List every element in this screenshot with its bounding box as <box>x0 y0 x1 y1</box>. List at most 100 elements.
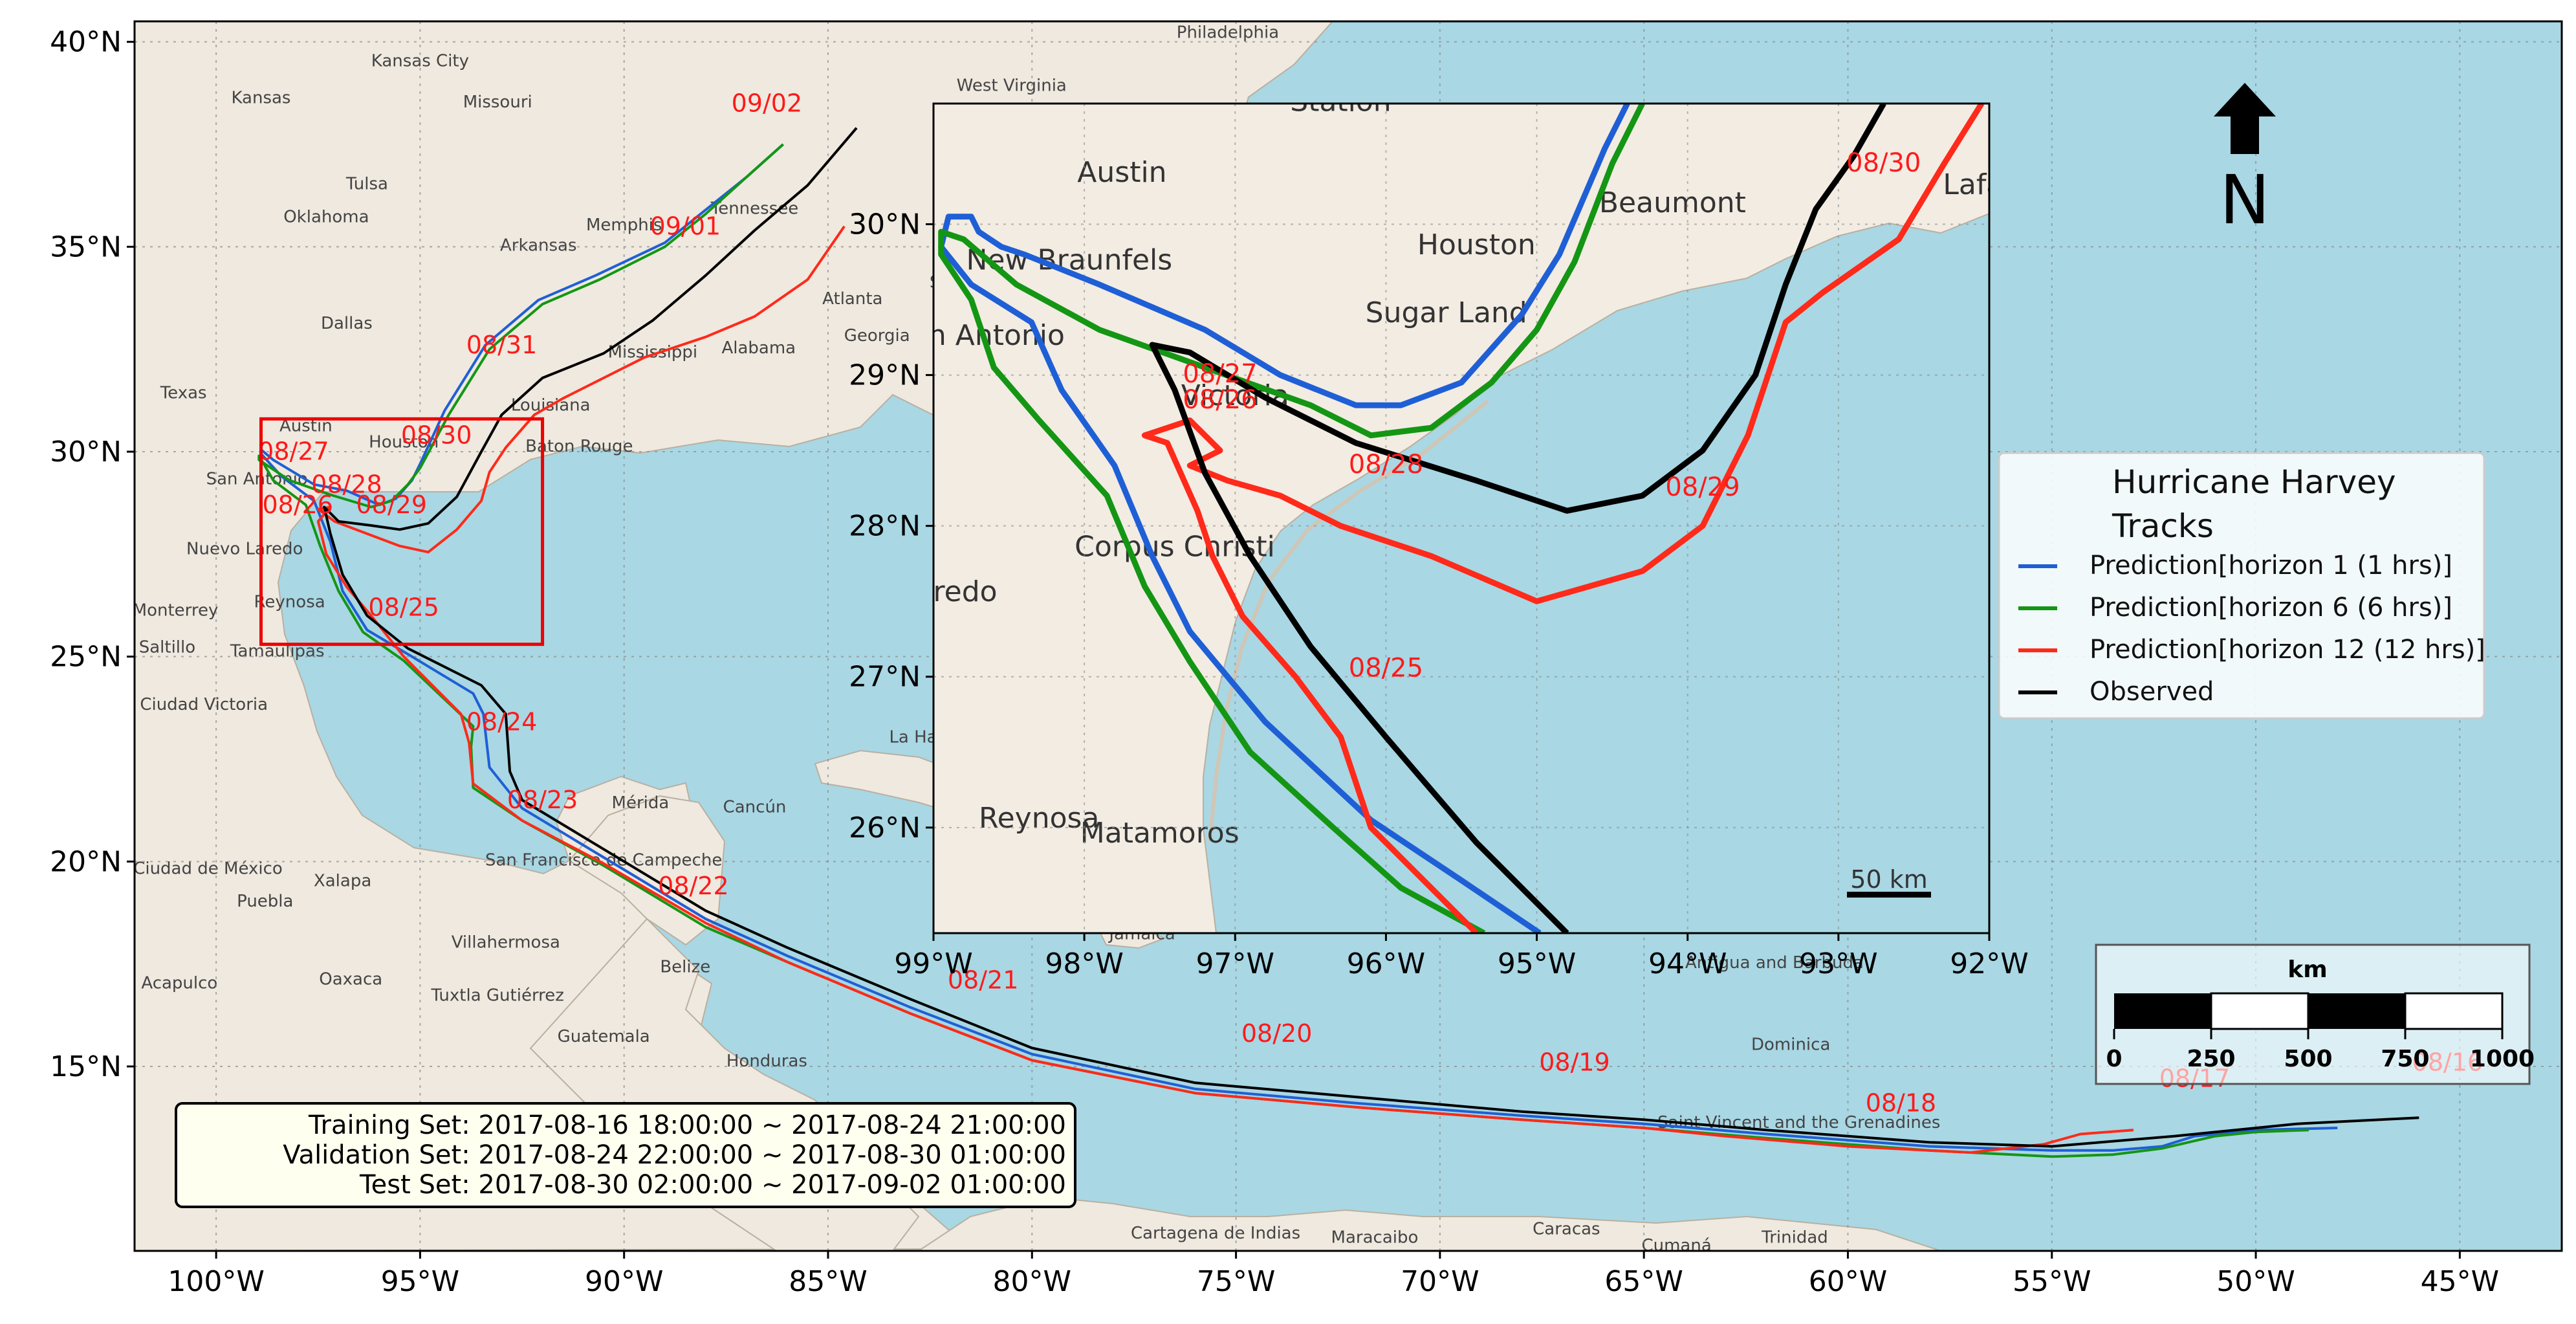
map-place-label: Antigua and Barbuda <box>1685 953 1864 973</box>
dataset-info-box: Training Set: 2017-08-16 18:00:00 ~ 2017… <box>175 1102 1076 1208</box>
inset-place-label: Matamoros <box>1080 817 1239 850</box>
lon-tick-label: 65°W <box>1604 1265 1683 1298</box>
scale-bar-tick-label: 1000 <box>2470 1046 2535 1072</box>
scale-bar-unit: km <box>2287 956 2327 983</box>
inset-lat-tick-label: 27°N <box>849 661 921 694</box>
distance-scale-bar: km 0 250 500 750 1000 <box>2095 943 2535 1085</box>
inset-place-label: Reynosa <box>979 802 1099 835</box>
map-place-label: San Francisco de Campeche <box>485 851 722 870</box>
inset-lon-tick-label: 92°W <box>1950 947 2029 980</box>
info-training-set: Training Set: 2017-08-16 18:00:00 ~ 2017… <box>308 1110 1066 1140</box>
date-label: 08/25 <box>368 593 439 621</box>
inset-place-label: Houston <box>1417 228 1536 261</box>
lon-tick-label: 75°W <box>1197 1265 1276 1298</box>
inset-lon-tick-label: 93°W <box>1799 947 1878 980</box>
inset-date-label: 08/28 <box>1349 450 1423 480</box>
map-place-label: Dominica <box>1751 1035 1830 1055</box>
track-line <box>316 225 2134 1154</box>
inset-place-label: Austin <box>1077 156 1166 189</box>
lat-tick-label: 15°N <box>50 1050 122 1083</box>
lat-tick-label: 20°N <box>50 845 122 878</box>
info-validation-set: Validation Set: 2017-08-24 22:00:00 ~ 20… <box>283 1140 1066 1170</box>
inset-lat-tick-label: 29°N <box>849 359 921 392</box>
map-place-label: Atlanta <box>822 289 882 309</box>
lat-tick-label: 35°N <box>50 230 122 263</box>
legend-title-line2: Tracks <box>2112 507 2214 545</box>
inset-lon-tick-label: 94°W <box>1648 947 1727 980</box>
map-place-label: Oaxaca <box>319 969 382 989</box>
inset-lat-tick-label: 26°N <box>849 811 921 844</box>
inset-lon-tick-label: 95°W <box>1498 947 1577 980</box>
map-place-label: Dallas <box>321 314 373 333</box>
legend-entry-label: Observed <box>2090 677 2214 707</box>
map-place-label: Monterrey <box>133 601 219 620</box>
lon-tick-label: 90°W <box>585 1265 664 1298</box>
lon-tick-label: 50°W <box>2216 1265 2295 1298</box>
map-place-label: San Antonio <box>206 470 308 489</box>
lat-tick-label: 30°N <box>50 436 122 469</box>
map-place-label: West Virginia <box>957 76 1067 96</box>
date-label: 08/19 <box>1539 1048 1610 1076</box>
lon-tick-label: 55°W <box>2013 1265 2091 1298</box>
map-place-label: Kansas <box>231 89 290 108</box>
inset-scale-bar-label: 50 km <box>1850 865 1927 894</box>
scale-bar-tick-label: 750 <box>2381 1046 2429 1072</box>
map-place-label: Oklahoma <box>283 207 369 226</box>
inset-date-label: 08/25 <box>1349 654 1423 683</box>
date-label: 08/31 <box>466 331 538 359</box>
inset-lon-tick-label: 96°W <box>1347 947 1426 980</box>
lon-tick-label: 85°W <box>789 1265 868 1298</box>
legend-entry-label: Prediction[horizon 1 (1 hrs)] <box>2090 551 2452 580</box>
date-label: 08/20 <box>1241 1019 1313 1048</box>
inset-track-line <box>938 104 1645 933</box>
map-place-label: Tuxtla Gutiérrez <box>430 986 563 1006</box>
inset-zoom-box <box>259 417 545 646</box>
inset-place-label: Sugar Land <box>1366 296 1527 329</box>
inset-date-label: 08/26 <box>1183 385 1257 415</box>
lon-tick-label: 60°W <box>1809 1265 1888 1298</box>
map-place-label: Ciudad Victoria <box>140 695 268 714</box>
legend-title-line1: Hurricane Harvey <box>2112 463 2396 501</box>
inset-place-label: Station <box>1290 85 1391 118</box>
scale-bar-tick-label: 500 <box>2284 1046 2332 1072</box>
inset-lon-tick-label: 97°W <box>1196 947 1275 980</box>
main-map-frame <box>133 20 2563 1252</box>
inset-lat-tick-label: 30°N <box>849 208 921 241</box>
map-place-label: Villahermosa <box>452 932 560 952</box>
date-label: 08/24 <box>466 708 538 736</box>
inset-date-label: 08/29 <box>1665 472 1740 502</box>
lon-tick-label: 70°W <box>1401 1265 1479 1298</box>
date-label: 08/27 <box>258 437 329 466</box>
date-label: 08/23 <box>507 786 578 814</box>
legend-box <box>1998 452 2485 720</box>
map-place-label: Trinidad <box>1761 1228 1828 1247</box>
legend-entry-label: Prediction[horizon 6 (6 hrs)] <box>2090 593 2452 623</box>
inset-track-line <box>1141 104 1985 933</box>
info-box-background <box>175 1102 1076 1208</box>
lon-tick-label: 100°W <box>168 1265 265 1298</box>
inset-land <box>933 104 1989 933</box>
north-arrow-icon <box>2214 83 2276 154</box>
scale-bar-tick-label: 250 <box>2187 1046 2235 1072</box>
lat-tick-label: 25°N <box>50 641 122 674</box>
map-place-label: Guatemala <box>558 1027 650 1046</box>
legend-entries: Prediction[horizon 1 (1 hrs)] Prediction[… <box>2018 551 2485 707</box>
map-place-label: Arkansas <box>500 236 577 256</box>
scale-bar-tick-label: 0 <box>2106 1046 2122 1072</box>
map-place-label: Nuevo Laredo <box>186 539 303 558</box>
map-place-label: Reynosa <box>254 593 325 612</box>
inset-lon-tick-label: 99°W <box>894 947 973 980</box>
map-place-label: Tennessee <box>710 199 799 219</box>
map-place-label: Missouri <box>463 93 532 112</box>
inset-frame <box>932 102 1991 934</box>
map-place-label: Maracaibo <box>1331 1228 1419 1247</box>
inset-lat-tick-label: 28°N <box>849 510 921 543</box>
track-line <box>257 143 2309 1158</box>
map-place-label: Georgia <box>844 326 910 346</box>
info-test-set: Test Set: 2017-08-30 02:00:00 ~ 2017-09-… <box>359 1170 1066 1200</box>
date-label: 08/28 <box>311 470 382 498</box>
